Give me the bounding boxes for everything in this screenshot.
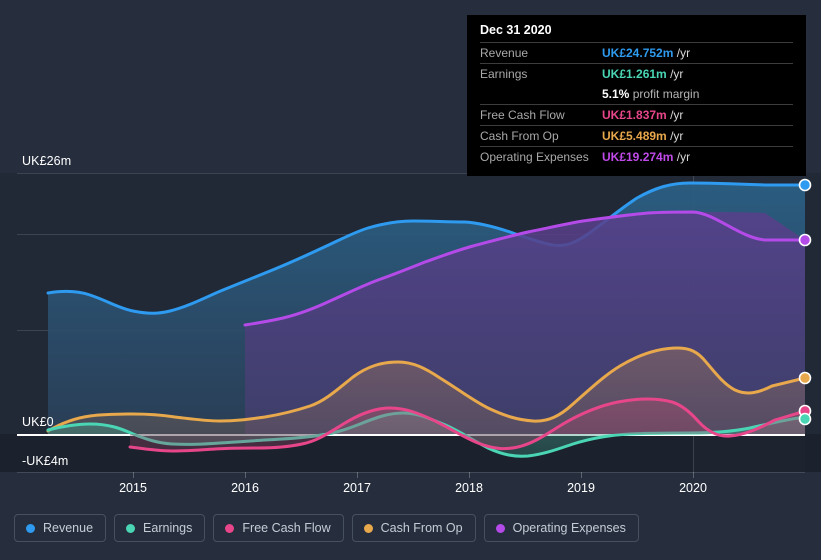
tooltip-key-earnings: Earnings — [480, 63, 602, 84]
x-tick-2016 — [245, 472, 246, 478]
earnings-endpoint-marker — [798, 412, 812, 426]
revenue-endpoint-marker — [798, 178, 812, 192]
legend-item-free-cash-flow[interactable]: Free Cash Flow — [213, 514, 344, 542]
operating-expenses-line — [243, 210, 805, 327]
cash-from-op-endpoint-marker — [798, 371, 812, 385]
free-cash-flow-color-dot-icon — [225, 523, 235, 533]
tooltip-amount-earnings: UK£1.261m — [602, 67, 667, 81]
tooltip-value-cash-from-op: UK£5.489m /yr — [602, 125, 793, 147]
tooltip-amount-cash-from-op: UK£5.489m — [602, 129, 667, 143]
zero-baseline — [17, 434, 805, 436]
tooltip-unit-cash-from-op: /yr — [670, 129, 684, 143]
gridline-26m — [17, 173, 805, 174]
tooltip-value-revenue: UK£24.752m /yr — [602, 42, 793, 64]
earnings-color-dot-icon — [126, 523, 136, 533]
tooltip-row-revenue: Revenue UK£24.752m /yr — [480, 42, 793, 64]
tooltip-table: Revenue UK£24.752m /yr Earnings UK£1.261… — [480, 42, 793, 167]
x-axis-label-2015: 2015 — [119, 481, 147, 495]
legend-label-earnings: Earnings — [143, 521, 193, 535]
tooltip-row-profit-margin: 5.1% profit margin — [480, 84, 793, 105]
tooltip-amount-revenue: UK£24.752m — [602, 46, 674, 60]
x-tick-2020 — [693, 472, 694, 478]
tooltip-unit-profit-margin: profit margin — [632, 87, 700, 101]
x-tick-2018 — [469, 472, 470, 478]
tooltip-row-operating-expenses: Operating Expenses UK£19.274m /yr — [480, 146, 793, 167]
data-tooltip: Dec 31 2020 Revenue UK£24.752m /yr Earni… — [467, 15, 806, 176]
tooltip-unit-earnings: /yr — [670, 67, 684, 81]
tooltip-row-earnings: Earnings UK£1.261m /yr — [480, 63, 793, 84]
tooltip-date: Dec 31 2020 — [480, 23, 552, 37]
x-axis-label-2016: 2016 — [231, 481, 259, 495]
y-axis-label-bottom: -UK£4m — [22, 454, 69, 468]
operating-expenses-color-dot-icon — [495, 523, 505, 533]
tooltip-unit-free-cash-flow: /yr — [670, 108, 684, 122]
y-axis-label-top: UK£26m — [22, 154, 72, 168]
legend-item-operating-expenses[interactable]: Operating Expenses — [483, 514, 639, 542]
tooltip-amount-operating-expenses: UK£19.274m — [602, 150, 674, 164]
tooltip-amount-profit-margin: 5.1% — [602, 87, 630, 101]
legend-item-cash-from-op[interactable]: Cash From Op — [351, 514, 476, 542]
tooltip-value-earnings: UK£1.261m /yr — [602, 63, 793, 84]
tooltip-key-profit-margin — [480, 84, 602, 105]
legend-label-operating-expenses: Operating Expenses — [512, 521, 626, 535]
tooltip-row-cash-from-op: Cash From Op UK£5.489m /yr — [480, 125, 793, 147]
x-tick-2019 — [581, 472, 582, 478]
tooltip-value-profit-margin: 5.1% profit margin — [602, 84, 793, 105]
legend-label-revenue: Revenue — [43, 521, 94, 535]
x-axis-label-2019: 2019 — [567, 481, 595, 495]
gridline-minus-4m — [17, 472, 805, 473]
legend-label-cash-from-op: Cash From Op — [380, 521, 463, 535]
revenue-color-dot-icon — [26, 523, 35, 533]
tooltip-value-free-cash-flow: UK£1.837m /yr — [602, 104, 793, 126]
cash-from-op-color-dot-icon — [363, 523, 373, 533]
operating-expenses-endpoint-marker — [798, 233, 812, 247]
legend-item-revenue[interactable]: Revenue — [14, 514, 107, 542]
free-cash-flow-area — [130, 399, 805, 451]
x-tick-2015 — [133, 472, 134, 478]
tooltip-amount-free-cash-flow: UK£1.837m — [602, 108, 667, 122]
tooltip-key-operating-expenses: Operating Expenses — [480, 146, 602, 167]
x-axis-label-2020: 2020 — [679, 481, 707, 495]
tooltip-row-free-cash-flow: Free Cash Flow UK£1.837m /yr — [480, 104, 793, 126]
cash-from-op-line — [46, 346, 805, 433]
x-axis-label-2018: 2018 — [455, 481, 483, 495]
free-cash-flow-line — [128, 397, 805, 453]
tooltip-key-free-cash-flow: Free Cash Flow — [480, 104, 602, 126]
tooltip-key-cash-from-op: Cash From Op — [480, 125, 602, 147]
tooltip-unit-operating-expenses: /yr — [676, 150, 691, 164]
x-axis-label-2017: 2017 — [343, 481, 371, 495]
x-tick-2017 — [357, 472, 358, 478]
tooltip-unit-revenue: /yr — [676, 46, 691, 60]
legend-item-earnings[interactable]: Earnings — [114, 514, 206, 542]
tooltip-key-revenue: Revenue — [480, 42, 602, 64]
legend-label-free-cash-flow: Free Cash Flow — [242, 521, 331, 535]
chart-legend: Revenue Earnings Free Cash Flow Cash Fro… — [14, 514, 639, 542]
tooltip-value-operating-expenses: UK£19.274m /yr — [602, 146, 793, 167]
y-axis-label-zero: UK£0 — [22, 415, 54, 429]
revenue-line — [46, 181, 805, 315]
